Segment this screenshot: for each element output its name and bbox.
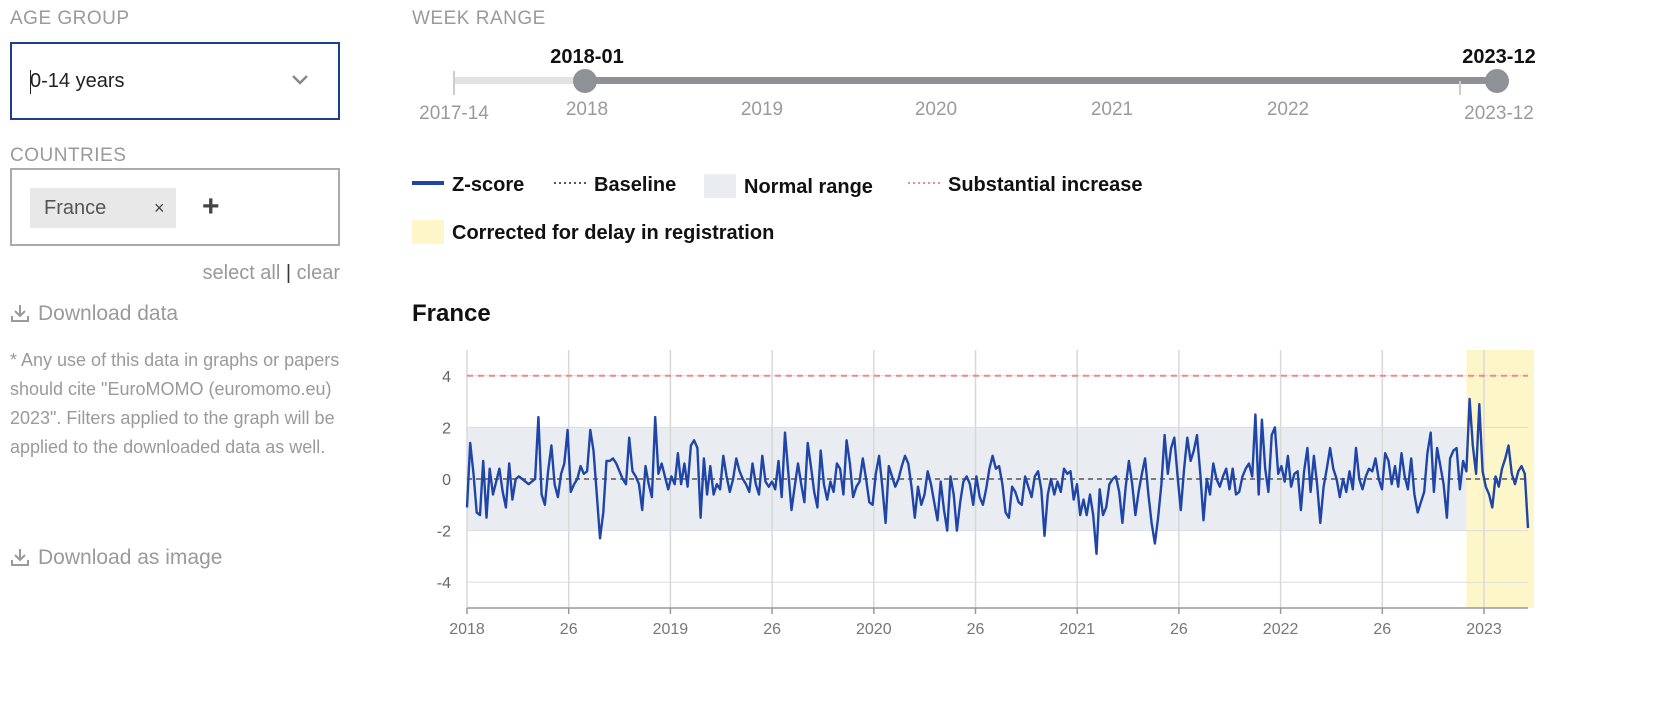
y-tick-label: 2 bbox=[442, 420, 451, 437]
download-icon bbox=[11, 305, 29, 322]
age-group-select[interactable]: 0-14 years bbox=[10, 42, 340, 120]
remove-country-icon[interactable]: × bbox=[154, 198, 165, 218]
countries-label: COUNTRIES bbox=[10, 145, 127, 166]
baseline-swatch bbox=[554, 182, 586, 184]
country-chip-france: France × bbox=[30, 188, 176, 228]
slider-max-label: 2023-12 bbox=[1464, 103, 1534, 124]
substantial-increase-swatch bbox=[908, 182, 940, 184]
chart-title: France bbox=[412, 300, 491, 327]
zscore-swatch bbox=[412, 181, 444, 185]
slider-min-label: 2017-14 bbox=[419, 103, 489, 124]
select-all-link[interactable]: select all bbox=[202, 262, 281, 284]
normal-range-swatch bbox=[704, 174, 736, 198]
legend-baseline-label: Baseline bbox=[594, 174, 677, 196]
x-tick-label: 2020 bbox=[856, 621, 892, 638]
slider-year-tick: 2020 bbox=[915, 99, 957, 120]
links-separator: | bbox=[285, 262, 292, 284]
x-tick-label: 2022 bbox=[1263, 621, 1299, 638]
slider-year-tick: 2021 bbox=[1091, 99, 1133, 120]
slider-end-value: 2023-12 bbox=[1462, 46, 1535, 68]
x-tick-label: 26 bbox=[967, 621, 985, 638]
legend-zscore-label: Z-score bbox=[452, 174, 525, 196]
x-tick-label: 26 bbox=[763, 621, 781, 638]
x-tick-label: 26 bbox=[1373, 621, 1391, 638]
zscore-chart: 4 2 0 -2 -4 2018 26 2019 26 2020 26 2021 26 2022 26 202… bbox=[437, 350, 1534, 638]
selection-links: select all | clear bbox=[203, 262, 341, 285]
slider-year-tick: 2018 bbox=[566, 99, 608, 120]
slider-handle-start[interactable] bbox=[573, 69, 597, 93]
x-tick-label: 26 bbox=[560, 621, 578, 638]
legend-normal-range-label: Normal range bbox=[744, 176, 873, 198]
clear-link[interactable]: clear bbox=[296, 262, 340, 284]
download-image-label: Download as image bbox=[38, 546, 223, 569]
text-cursor bbox=[30, 70, 31, 94]
y-tick-label: 0 bbox=[442, 472, 451, 489]
y-tick-label: 4 bbox=[442, 369, 451, 386]
y-tick-label: -4 bbox=[437, 575, 451, 592]
legend-baseline[interactable]: Baseline bbox=[554, 174, 676, 197]
legend-corrected[interactable]: Corrected for delay in registration bbox=[412, 220, 774, 245]
legend-substantial-increase[interactable]: Substantial increase bbox=[908, 174, 1143, 197]
slider-selected-range bbox=[585, 77, 1497, 84]
slider-year-tick: 2022 bbox=[1267, 99, 1309, 120]
week-range-label: WEEK RANGE bbox=[412, 8, 546, 29]
chevron-down-icon[interactable] bbox=[290, 70, 310, 90]
x-tick-label: 2023 bbox=[1466, 621, 1502, 638]
age-group-value: 0-14 years bbox=[30, 70, 125, 92]
citation-note: * Any use of this data in graphs or pape… bbox=[10, 350, 340, 457]
country-chip-label: France bbox=[44, 197, 107, 219]
slider-start-value: 2018-01 bbox=[550, 46, 623, 68]
x-tick-label: 2019 bbox=[653, 621, 689, 638]
download-data-label: Download data bbox=[38, 302, 179, 325]
download-data-button[interactable]: Download data bbox=[10, 302, 178, 326]
x-tick-label: 26 bbox=[1170, 621, 1188, 638]
age-group-label: AGE GROUP bbox=[10, 8, 130, 29]
legend-corrected-label: Corrected for delay in registration bbox=[452, 222, 775, 244]
corrected-swatch bbox=[412, 220, 444, 244]
countries-select[interactable]: France × + bbox=[10, 168, 340, 246]
x-tick-label: 2018 bbox=[449, 621, 485, 638]
zscore-line bbox=[465, 397, 1530, 555]
slider-handle-end[interactable] bbox=[1485, 69, 1509, 93]
download-icon bbox=[11, 549, 29, 566]
x-tick-label: 2021 bbox=[1059, 621, 1095, 638]
download-image-button[interactable]: Download as image bbox=[10, 546, 222, 570]
slider-year-tick: 2019 bbox=[741, 99, 783, 120]
add-country-icon[interactable]: + bbox=[202, 190, 220, 223]
week-range-slider[interactable]: 2018-01 2023-12 2017-14 2023-12 2018 201… bbox=[400, 35, 1560, 130]
y-tick-label: -2 bbox=[437, 524, 451, 541]
legend-substantial-increase-label: Substantial increase bbox=[948, 174, 1143, 196]
legend-normal-range[interactable]: Normal range bbox=[704, 174, 873, 199]
legend-zscore[interactable]: Z-score bbox=[412, 174, 524, 197]
